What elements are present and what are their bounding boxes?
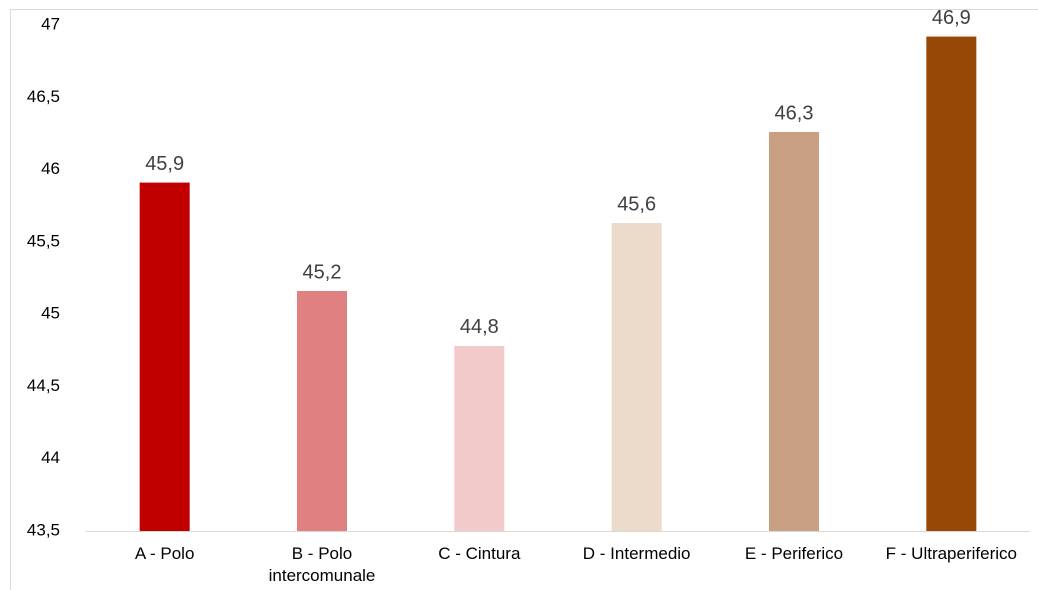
value-label: 45,9: [145, 153, 184, 175]
y-tick-label: 44,5: [27, 376, 60, 395]
bar: [454, 345, 505, 531]
x-tick-label: C - Cintura: [438, 544, 521, 563]
value-label: 46,9: [932, 7, 971, 29]
y-tick-label: 44: [41, 448, 60, 467]
bar: [926, 36, 977, 532]
y-tick-label: 45: [41, 304, 60, 323]
bar: [611, 223, 662, 531]
bar: [769, 131, 819, 532]
bar: [297, 291, 347, 531]
x-tick-label: F - Ultraperiferico: [885, 544, 1017, 563]
y-tick-label: 43,5: [27, 520, 60, 539]
value-label: 46,3: [775, 102, 814, 124]
y-tick-label: 47: [41, 14, 60, 33]
x-tick-label: A - Polo: [134, 544, 195, 563]
bar: [139, 182, 190, 531]
y-tick-label: 46,5: [27, 87, 60, 106]
x-tick-label: B - Polo intercomunale: [268, 544, 376, 585]
value-label: 44,8: [460, 316, 499, 338]
value-label: 45,6: [617, 193, 656, 215]
y-tick-label: 45,5: [27, 231, 60, 250]
frame: [10, 9, 1038, 590]
x-tick-label: D - Intermedio: [582, 544, 691, 563]
value-label: 45,2: [303, 261, 342, 283]
y-tick-label: 46: [41, 159, 60, 178]
x-tick-label: E - Periferico: [744, 544, 844, 563]
